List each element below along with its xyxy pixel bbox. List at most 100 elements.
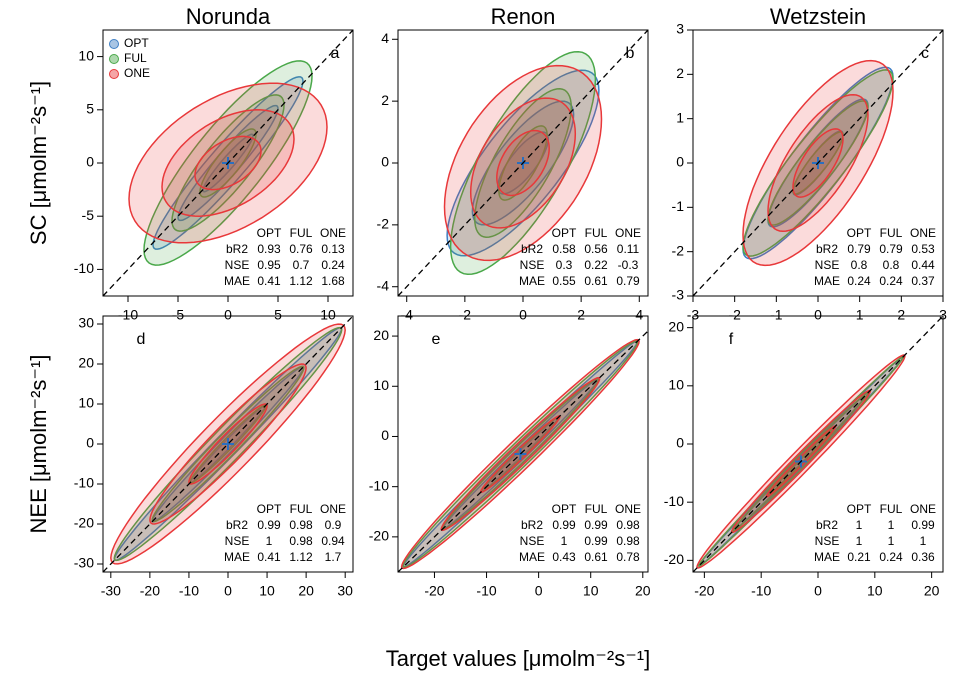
y-tick-label: 20 — [668, 318, 684, 334]
stats-value: 1 — [266, 534, 273, 548]
x-tick-label: 30 — [337, 583, 353, 599]
stats-column-header: ONE — [320, 226, 346, 240]
stats-value: 0.95 — [257, 258, 281, 272]
plot-area — [693, 316, 943, 572]
stats-value: 0.9 — [325, 518, 342, 532]
stats-column-header: FUL — [585, 502, 608, 516]
y-tick-label: -1 — [672, 198, 685, 214]
stats-column-header: OPT — [847, 226, 872, 240]
x-tick-label: -4 — [400, 307, 413, 323]
y-tick-label: 4 — [381, 30, 389, 46]
y-tick-label: 0 — [86, 154, 94, 170]
x-tick-label: -10 — [118, 307, 138, 323]
panel-letter: d — [137, 331, 146, 348]
y-tick-label: 10 — [373, 377, 389, 393]
x-tick-label: 1 — [856, 307, 864, 323]
x-tick-label: 10 — [320, 307, 336, 323]
stats-row-label: NSE — [225, 258, 250, 272]
x-axis-label: Target values [μmolm⁻²s⁻¹] — [386, 646, 651, 671]
identity-line — [693, 30, 943, 296]
x-tick-label: 20 — [924, 583, 940, 599]
stats-row-label: bR2 — [226, 518, 248, 532]
panel-letter: b — [626, 45, 635, 62]
center-marker — [514, 448, 527, 461]
x-tick-label: 10 — [583, 583, 599, 599]
y-tick-label: -4 — [377, 277, 390, 293]
stats-value: 0.61 — [584, 550, 608, 564]
x-tick-label: -3 — [687, 307, 700, 323]
stats-value: 0.79 — [616, 274, 640, 288]
x-tick-label: 0 — [814, 583, 822, 599]
x-tick-label: 2 — [897, 307, 905, 323]
stats-value: 0.7 — [293, 258, 310, 272]
stats-value: 0.79 — [847, 242, 871, 256]
y-tick-label: 10 — [668, 377, 684, 393]
x-tick-label: 4 — [635, 307, 643, 323]
stats-value: 0.56 — [584, 242, 608, 256]
y-tick-label: 5 — [86, 101, 94, 117]
y-tick-label: -10 — [369, 477, 389, 493]
stats-column-header: OPT — [552, 226, 577, 240]
stats-value: 0.11 — [617, 242, 640, 256]
stats-value: 1.12 — [289, 550, 313, 564]
y-tick-label: 20 — [78, 355, 94, 371]
stats-value: 0.21 — [847, 550, 871, 564]
x-tick-label: -10 — [476, 583, 496, 599]
y-tick-label: -5 — [82, 207, 95, 223]
stats-value: 1.12 — [289, 274, 313, 288]
stats-value: 0.37 — [911, 274, 935, 288]
stats-value: 0.22 — [584, 258, 608, 272]
plot-area — [103, 316, 353, 572]
x-tick-label: -10 — [179, 583, 199, 599]
y-tick-label: 0 — [86, 435, 94, 451]
x-tick-label: 20 — [635, 583, 651, 599]
panel-letter: f — [729, 331, 734, 348]
panel-title: Renon — [491, 4, 556, 29]
stats-value: 0.8 — [883, 258, 900, 272]
x-tick-label: -2 — [459, 307, 472, 323]
plot-frame — [397, 315, 649, 573]
stats-value: 0.79 — [879, 242, 903, 256]
stats-value: 0.99 — [911, 518, 935, 532]
y-tick-label: -2 — [672, 242, 685, 258]
y-tick-label: 1 — [676, 109, 684, 125]
stats-value: 0.99 — [584, 518, 608, 532]
stats-row-label: NSE — [225, 534, 250, 548]
stats-value: 0.8 — [851, 258, 868, 272]
y-tick-label: 3 — [676, 21, 684, 37]
stats-row-label: bR2 — [816, 242, 838, 256]
stats-value: 1.68 — [321, 274, 345, 288]
panel-letter: e — [432, 331, 441, 348]
stats-row-label: bR2 — [521, 242, 543, 256]
stats-value: 0.3 — [556, 258, 573, 272]
stats-value: 0.55 — [552, 274, 576, 288]
stats-row-label: NSE — [815, 534, 840, 548]
stats-value: 0.24 — [879, 550, 903, 564]
stats-value: 0.24 — [321, 258, 345, 272]
y-tick-label: -10 — [74, 260, 94, 276]
x-tick-label: 0 — [519, 307, 527, 323]
identity-line — [398, 330, 648, 572]
stats-value: -0.3 — [618, 258, 639, 272]
stats-value: 0.61 — [584, 274, 608, 288]
identity-line — [103, 30, 353, 296]
stats-value: 0.78 — [616, 550, 640, 564]
x-tick-label: 5 — [274, 307, 282, 323]
stats-row-label: MAE — [224, 274, 250, 288]
stats-column-header: ONE — [910, 502, 936, 516]
stats-column-header: FUL — [290, 226, 313, 240]
plot-area — [398, 30, 648, 296]
stats-row-label: MAE — [519, 274, 545, 288]
stats-row-label: bR2 — [816, 518, 838, 532]
x-tick-label: 10 — [867, 583, 883, 599]
stats-column-header: OPT — [257, 226, 282, 240]
plot-area — [103, 30, 353, 296]
plot-area — [398, 330, 648, 572]
x-tick-label: -20 — [140, 583, 160, 599]
stats-value: 1 — [888, 518, 895, 532]
stats-column-header: ONE — [615, 226, 641, 240]
stats-value: 0.36 — [911, 550, 935, 564]
y-axis-label: SC [μmolm⁻²s⁻¹] — [26, 81, 51, 245]
center-marker — [222, 438, 234, 450]
y-tick-label: -20 — [664, 551, 684, 567]
